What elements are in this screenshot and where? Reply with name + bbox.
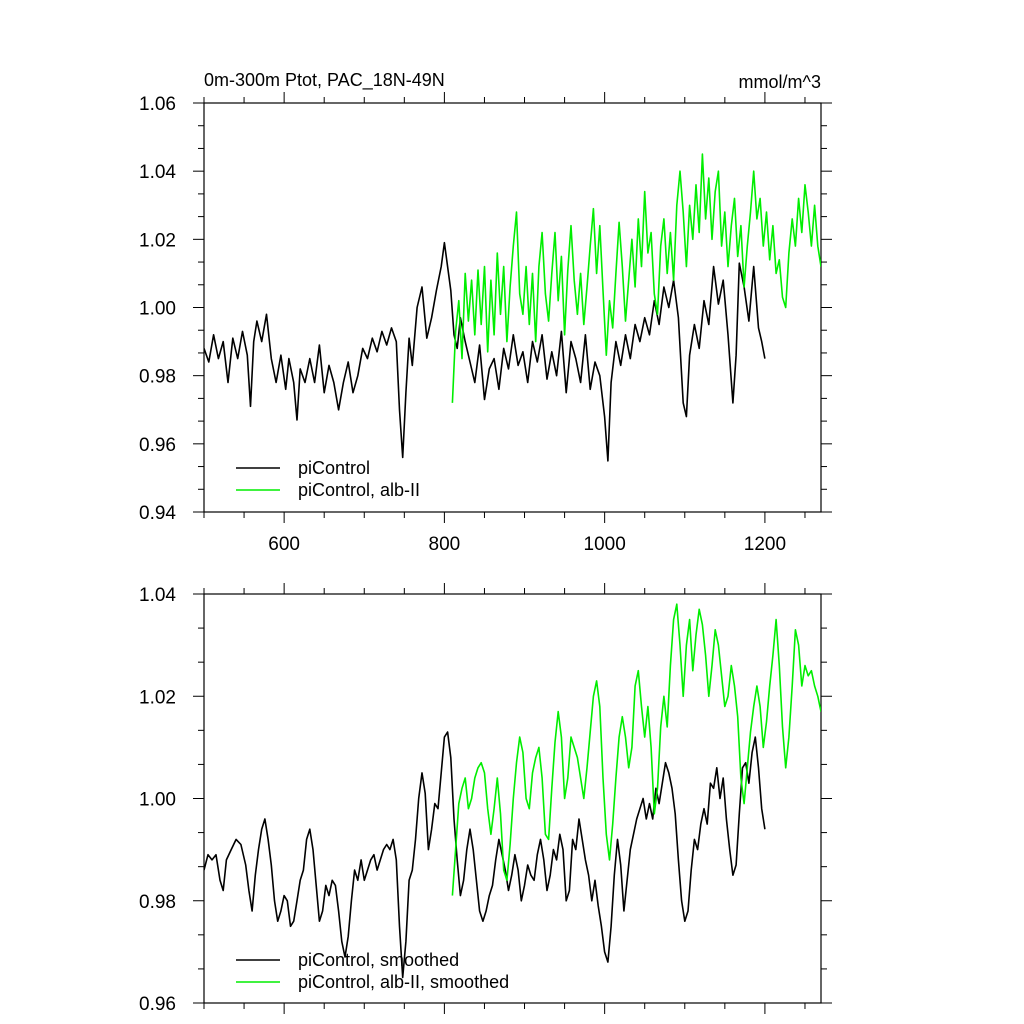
series-line-picontrol (204, 241, 766, 462)
y-tick-label: 0.96 (139, 435, 176, 456)
units-label: mmol/m^3 (739, 72, 821, 92)
y-tick-label: 1.00 (139, 299, 176, 320)
top-chart-panel: 600 800 1000 1200 0.94 0.96 0.98 1.00 1.02 1.04 1.… (139, 92, 832, 555)
bottom-chart-panel: 0.96 0.98 1.00 1.02 1.04 piControl, smoothedp… (139, 583, 832, 1015)
plot-frame (203, 102, 822, 513)
legend-label: piControl (298, 458, 370, 478)
y-tick-label: 0.96 (139, 994, 176, 1015)
y-tick-label: 1.06 (139, 94, 176, 115)
y-tick-label: 1.04 (139, 585, 176, 606)
series-line-picontrol-alb-ii (451, 603, 821, 896)
y-tick-label: 0.98 (139, 892, 176, 913)
series-line-picontrol-alb-ii (451, 153, 821, 403)
legend-label: piControl, smoothed (298, 950, 459, 970)
y-tick-label: 1.02 (139, 230, 176, 251)
y-tick-label: 0.94 (139, 503, 176, 524)
series-line-picontrol (204, 731, 766, 979)
y-tick-label: 0.98 (139, 367, 176, 388)
legend-label: piControl, alb-II (298, 480, 420, 500)
y-tick-label: 1.00 (139, 790, 176, 811)
x-tick-label: 800 (429, 534, 461, 555)
x-tick-label: 1200 (744, 534, 786, 555)
y-tick-label: 1.02 (139, 687, 176, 708)
y-tick-label: 1.04 (139, 162, 176, 183)
x-tick-label: 600 (268, 534, 300, 555)
legend-label: piControl, alb-II, smoothed (298, 972, 509, 992)
x-tick-label: 1000 (584, 534, 626, 555)
chart-title: 0m-300m Ptot, PAC_18N-49N (204, 70, 445, 91)
